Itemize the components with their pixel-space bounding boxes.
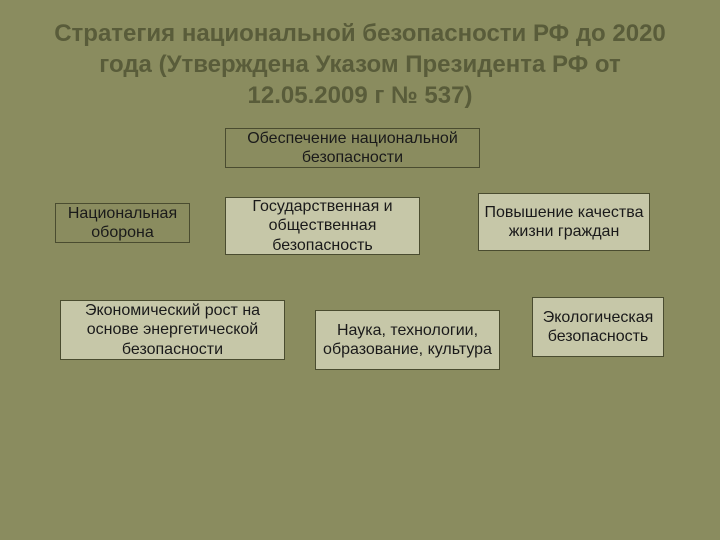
box-state-public-security: Государственная и общественная безопасно… (225, 197, 420, 255)
box-national-defense-label: Национальная оборона (56, 204, 189, 242)
box-quality-of-life: Повышение качества жизни граждан (478, 193, 650, 251)
box-economic-growth: Экономический рост на основе энергетичес… (60, 300, 285, 360)
box-economic-growth-label: Экономический рост на основе энергетичес… (61, 301, 284, 359)
box-top: Обеспечение национальной безопасности (225, 128, 480, 168)
box-state-public-security-label: Государственная и общественная безопасно… (226, 197, 419, 255)
box-national-defense: Национальная оборона (55, 203, 190, 243)
box-science-tech: Наука, технологии, образование, культура (315, 310, 500, 370)
box-top-label: Обеспечение национальной безопасности (226, 129, 479, 167)
box-ecological-security-label: Экологическая безопасность (533, 308, 663, 346)
box-quality-of-life-label: Повышение качества жизни граждан (479, 203, 649, 241)
box-science-tech-label: Наука, технологии, образование, культура (316, 321, 499, 359)
page-title: Стратегия национальной безопасности РФ д… (0, 0, 720, 122)
box-ecological-security: Экологическая безопасность (532, 297, 664, 357)
